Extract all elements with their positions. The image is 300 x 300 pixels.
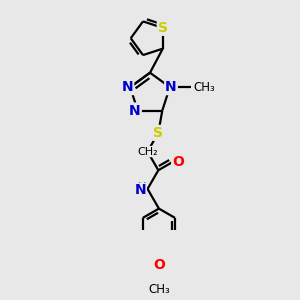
Text: CH₃: CH₃ (194, 81, 215, 94)
Text: H: H (138, 182, 146, 192)
Text: N: N (122, 80, 133, 94)
Text: O: O (153, 258, 165, 272)
Text: N: N (135, 183, 146, 197)
Text: S: S (153, 126, 163, 140)
Text: O: O (172, 155, 184, 169)
Text: S: S (158, 21, 168, 35)
Text: N: N (129, 103, 141, 118)
Text: CH₂: CH₂ (137, 147, 158, 157)
Text: N: N (165, 80, 177, 94)
Text: CH₃: CH₃ (148, 283, 170, 296)
